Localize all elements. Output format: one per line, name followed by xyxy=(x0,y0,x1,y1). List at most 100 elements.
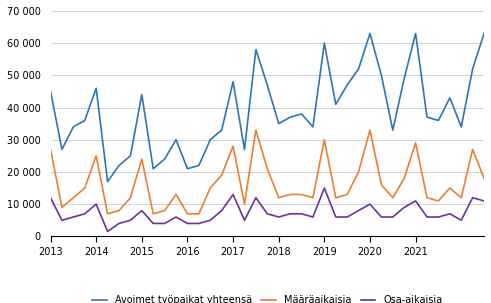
Avoimet työpaikat yhteensä xyxy=(82,118,88,122)
Määräaikaisia xyxy=(470,148,476,151)
Määräaikaisia xyxy=(412,141,418,145)
Avoimet työpaikat yhteensä xyxy=(367,32,373,35)
Määräaikaisia xyxy=(218,173,224,177)
Määräaikaisia xyxy=(355,170,361,174)
Avoimet työpaikat yhteensä xyxy=(218,128,224,132)
Määräaikaisia xyxy=(264,167,270,171)
Osa-aikaisia xyxy=(412,199,418,203)
Osa-aikaisia xyxy=(173,215,179,219)
Avoimet työpaikat yhteensä xyxy=(242,148,247,151)
Määräaikaisia xyxy=(299,193,304,196)
Määräaikaisia xyxy=(59,205,65,209)
Avoimet työpaikat yhteensä xyxy=(264,83,270,87)
Määräaikaisia xyxy=(253,128,259,132)
Legend: Avoimet työpaikat yhteensä, Määräaikaisia, Osa-aikaisia: Avoimet työpaikat yhteensä, Määräaikaisi… xyxy=(88,291,446,303)
Osa-aikaisia xyxy=(116,221,122,225)
Määräaikaisia xyxy=(401,177,407,180)
Avoimet työpaikat yhteensä xyxy=(470,67,476,71)
Avoimet työpaikat yhteensä xyxy=(173,138,179,142)
Osa-aikaisia xyxy=(48,196,54,199)
Avoimet työpaikat yhteensä xyxy=(105,180,110,183)
Määräaikaisia xyxy=(344,193,350,196)
Määräaikaisia xyxy=(93,154,99,158)
Osa-aikaisia xyxy=(436,215,441,219)
Osa-aikaisia xyxy=(105,230,110,233)
Avoimet työpaikat yhteensä xyxy=(48,90,54,93)
Avoimet työpaikat yhteensä xyxy=(447,96,453,100)
Osa-aikaisia xyxy=(230,193,236,196)
Avoimet työpaikat yhteensä xyxy=(116,164,122,167)
Avoimet työpaikat yhteensä xyxy=(458,125,464,129)
Avoimet työpaikat yhteensä xyxy=(93,86,99,90)
Osa-aikaisia xyxy=(59,218,65,222)
Osa-aikaisia xyxy=(82,212,88,216)
Osa-aikaisia xyxy=(355,209,361,212)
Osa-aikaisia xyxy=(128,218,134,222)
Osa-aikaisia xyxy=(162,221,167,225)
Avoimet työpaikat yhteensä xyxy=(59,148,65,151)
Osa-aikaisia xyxy=(150,221,156,225)
Määräaikaisia xyxy=(458,196,464,199)
Avoimet työpaikat yhteensä xyxy=(207,138,213,142)
Määräaikaisia xyxy=(322,138,327,142)
Osa-aikaisia xyxy=(379,215,384,219)
Määräaikaisia xyxy=(242,202,247,206)
Määräaikaisia xyxy=(287,193,293,196)
Osa-aikaisia xyxy=(242,218,247,222)
Määräaikaisia xyxy=(185,212,191,216)
Avoimet työpaikat yhteensä xyxy=(150,167,156,171)
Osa-aikaisia xyxy=(264,212,270,216)
Määräaikaisia xyxy=(207,186,213,190)
Määräaikaisia xyxy=(424,196,430,199)
Avoimet työpaikat yhteensä xyxy=(481,32,487,35)
Määräaikaisia xyxy=(162,209,167,212)
Osa-aikaisia xyxy=(458,218,464,222)
Osa-aikaisia xyxy=(70,215,76,219)
Avoimet työpaikat yhteensä xyxy=(401,77,407,80)
Määräaikaisia xyxy=(333,196,339,199)
Määräaikaisia xyxy=(310,196,316,199)
Avoimet työpaikat yhteensä xyxy=(276,122,282,125)
Määräaikaisia xyxy=(105,212,110,216)
Avoimet työpaikat yhteensä xyxy=(379,74,384,77)
Avoimet työpaikat yhteensä xyxy=(424,115,430,119)
Osa-aikaisia xyxy=(390,215,396,219)
Avoimet työpaikat yhteensä xyxy=(322,41,327,45)
Osa-aikaisia xyxy=(276,215,282,219)
Määräaikaisia xyxy=(196,212,202,216)
Määräaikaisia xyxy=(70,196,76,199)
Osa-aikaisia xyxy=(424,215,430,219)
Line: Määräaikaisia: Määräaikaisia xyxy=(51,130,484,214)
Avoimet työpaikat yhteensä xyxy=(253,48,259,52)
Määräaikaisia xyxy=(150,212,156,216)
Määräaikaisia xyxy=(116,209,122,212)
Määräaikaisia xyxy=(230,144,236,148)
Avoimet työpaikat yhteensä xyxy=(196,164,202,167)
Avoimet työpaikat yhteensä xyxy=(390,128,396,132)
Avoimet työpaikat yhteensä xyxy=(310,125,316,129)
Avoimet työpaikat yhteensä xyxy=(70,125,76,129)
Avoimet työpaikat yhteensä xyxy=(412,32,418,35)
Osa-aikaisia xyxy=(333,215,339,219)
Avoimet työpaikat yhteensä xyxy=(139,93,145,96)
Määräaikaisia xyxy=(436,199,441,203)
Osa-aikaisia xyxy=(447,212,453,216)
Line: Avoimet työpaikat yhteensä: Avoimet työpaikat yhteensä xyxy=(51,34,484,181)
Osa-aikaisia xyxy=(93,202,99,206)
Osa-aikaisia xyxy=(287,212,293,216)
Määräaikaisia xyxy=(48,148,54,151)
Avoimet työpaikat yhteensä xyxy=(299,112,304,116)
Määräaikaisia xyxy=(447,186,453,190)
Avoimet työpaikat yhteensä xyxy=(436,118,441,122)
Määräaikaisia xyxy=(128,196,134,199)
Määräaikaisia xyxy=(276,196,282,199)
Osa-aikaisia xyxy=(196,221,202,225)
Määräaikaisia xyxy=(390,196,396,199)
Avoimet työpaikat yhteensä xyxy=(287,115,293,119)
Osa-aikaisia xyxy=(207,218,213,222)
Määräaikaisia xyxy=(367,128,373,132)
Määräaikaisia xyxy=(139,157,145,161)
Avoimet työpaikat yhteensä xyxy=(162,157,167,161)
Osa-aikaisia xyxy=(401,205,407,209)
Määräaikaisia xyxy=(379,183,384,187)
